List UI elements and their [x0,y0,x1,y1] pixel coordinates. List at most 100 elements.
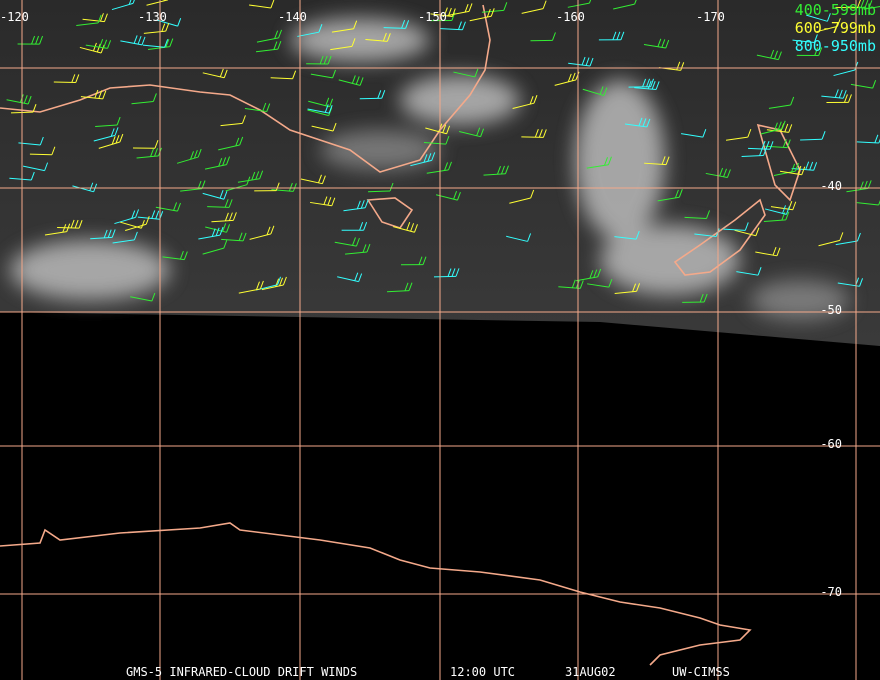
barb-flag [706,210,710,219]
barb-flag [404,282,409,292]
barb-flag [362,244,367,253]
barb-flag [455,268,460,277]
barb-shaft [521,8,544,14]
wind-barb [682,293,708,303]
barb-flag [226,224,231,233]
footer-text: UW-CIMSS [672,665,730,679]
barb-flag [51,146,56,155]
barb-flag [702,128,707,138]
wind-barb [575,268,602,282]
barb-flag [39,136,44,146]
wind-barb [835,232,861,246]
wind-barb [684,210,710,219]
barb-flag [408,282,413,291]
barb-shaft [368,190,391,193]
barb-flag [410,223,415,232]
wind-barb [244,102,271,113]
barb-flag [826,13,831,22]
barb-shaft [850,83,873,89]
wind-barb [131,93,157,105]
wind-barb [387,282,413,293]
barb-flag [133,231,138,241]
barb-shaft [768,104,791,109]
barb-flag [665,156,670,165]
barb-flag [784,123,789,133]
barb-flag [353,20,358,29]
wind-barb [826,94,852,103]
barb-flag [480,128,485,137]
barb-flag [223,69,228,78]
wind-barb [220,115,246,127]
wind-barb [657,189,683,202]
barb-shaft [331,28,354,33]
barb-flag [839,232,844,241]
longitude-label: -120 [0,10,29,24]
barb-flag [381,90,386,99]
wind-barb [297,24,323,37]
barb-flag [222,223,227,232]
coastlines [0,4,801,666]
barb-flag [358,273,363,282]
barb-flag [872,79,877,89]
barb-shaft [125,223,147,232]
barb-flag [795,162,799,172]
wind-barb [207,199,233,208]
barb-shaft [856,202,879,206]
wind-barb [132,140,159,149]
barb-flag [442,124,447,133]
barb-flag [579,280,584,289]
wind-barb [856,200,880,206]
barb-flag [857,0,861,9]
barb-flag [647,80,652,89]
barb-flag [270,0,275,9]
barb-flag [616,31,621,41]
barb-flag [538,129,543,138]
barb-flag [836,18,841,27]
barb-flag [406,222,411,231]
wind-barb [330,38,356,51]
barb-flag [389,182,394,192]
barb-flag [173,202,178,211]
wind-barb [410,152,436,167]
barb-flag [242,232,247,242]
barb-flag [219,68,224,78]
wind-barb [331,20,358,33]
barb-flag [474,68,479,78]
barb-flag [273,41,278,50]
barb-shaft [76,22,99,27]
wind-barb [176,148,202,164]
barb-flag [89,182,94,191]
barb-flag [169,38,174,47]
wind-barb [764,205,790,215]
barb-shaft [310,73,333,79]
wind-barb [98,133,124,149]
wind-barb [643,38,670,49]
barb-flag [154,148,158,157]
barb-flag [94,89,99,99]
barb-flag [443,7,448,16]
wind-barb [440,21,466,31]
barb-flag [451,268,456,277]
barb-shaft [423,142,446,145]
barb-shaft [433,275,457,278]
barb-flag [318,24,323,33]
barb-flag [818,47,823,56]
barb-flag [632,283,637,292]
barb-flag [755,227,760,236]
barb-flag [323,55,328,65]
wind-barb [587,278,613,288]
barb-flag [571,72,576,82]
barb-flag [646,78,651,88]
wind-barb [202,239,228,255]
barb-flag [266,226,271,236]
barb-flag [292,70,297,79]
barb-shaft [453,71,476,78]
barb-flag [223,191,228,200]
barb-flag [464,3,469,13]
wind-barb [125,216,150,232]
barb-flag [331,197,336,206]
barb-flag [151,292,156,302]
barb-flag [781,120,786,129]
barb-flag [177,202,181,212]
